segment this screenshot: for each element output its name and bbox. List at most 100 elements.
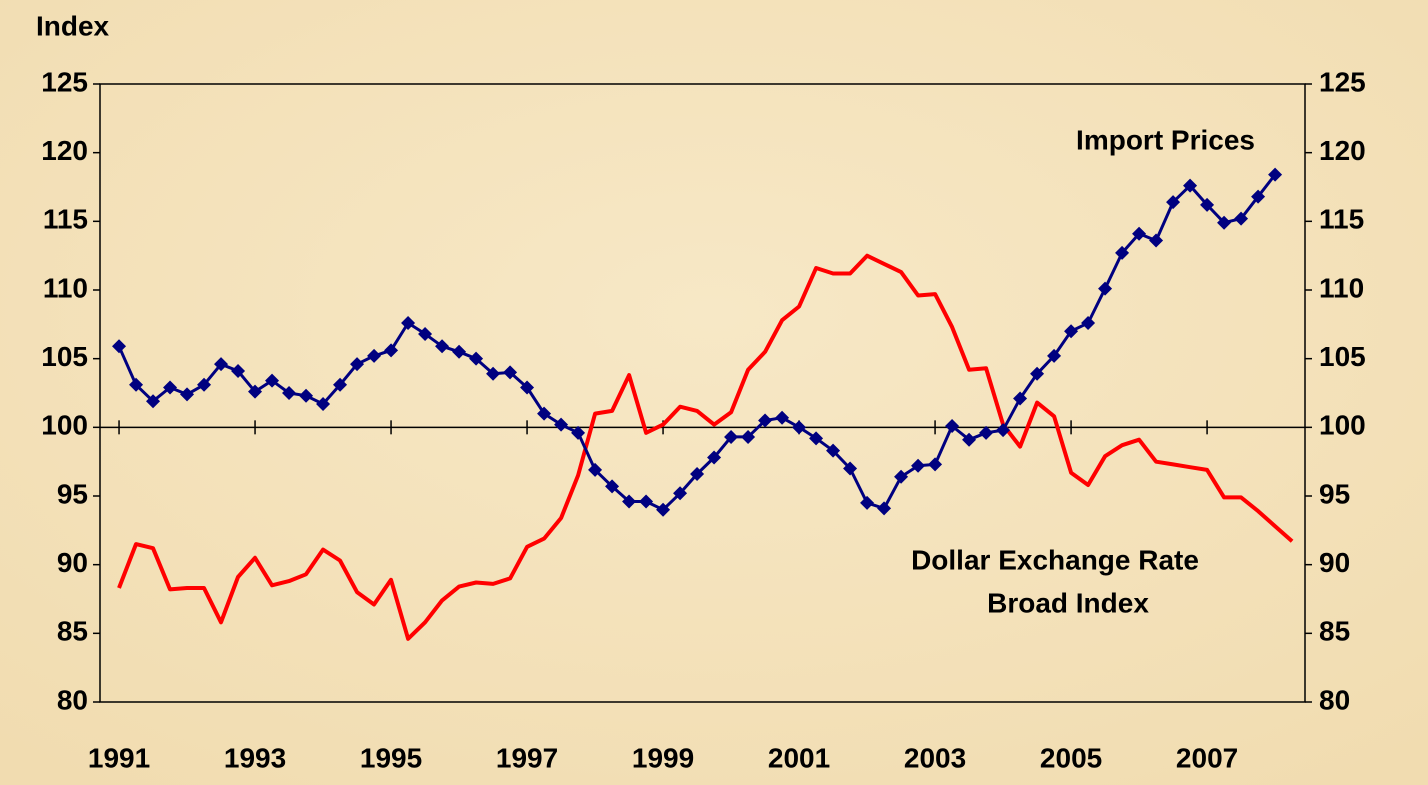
marker [1098, 281, 1113, 296]
marker [1268, 167, 1283, 182]
marker [248, 384, 263, 399]
x-tick-label: 1993 [224, 742, 286, 773]
marker [690, 467, 705, 482]
marker [452, 344, 467, 359]
x-tick-label: 1995 [360, 742, 422, 773]
y-tick-label: 80 [57, 684, 88, 715]
marker [741, 429, 756, 444]
y-axis-label: Index [36, 10, 110, 41]
annotation: Broad Index [987, 587, 1149, 618]
marker [316, 396, 331, 411]
x-tick-label: 2001 [768, 742, 830, 773]
y2-tick-label: 120 [1319, 135, 1366, 166]
marker [418, 326, 433, 341]
x-tick-label: 2007 [1176, 742, 1238, 773]
marker [180, 387, 195, 402]
marker [1251, 189, 1266, 204]
marker [1013, 391, 1028, 406]
y-tick-label: 100 [41, 410, 88, 441]
annotation: Import Prices [1076, 124, 1255, 155]
marker [401, 315, 416, 330]
marker [877, 501, 892, 516]
x-tick-label: 1999 [632, 742, 694, 773]
y2-tick-label: 115 [1319, 204, 1364, 235]
marker [469, 351, 484, 366]
marker [1030, 366, 1045, 381]
marker [826, 443, 841, 458]
marker [112, 339, 127, 354]
marker [928, 457, 943, 472]
y-tick-label: 120 [41, 135, 88, 166]
marker [1166, 195, 1181, 210]
marker [911, 458, 926, 473]
y-tick-label: 95 [57, 478, 88, 509]
marker [554, 417, 569, 432]
y2-tick-label: 80 [1319, 684, 1350, 715]
marker [350, 357, 365, 372]
y2-tick-label: 110 [1319, 272, 1364, 303]
y-tick-label: 125 [41, 66, 88, 97]
marker [945, 418, 960, 433]
y-tick-label: 105 [41, 341, 88, 372]
marker [1217, 215, 1232, 230]
marker [384, 343, 399, 358]
x-tick-label: 1997 [496, 742, 558, 773]
y2-tick-label: 100 [1319, 410, 1366, 441]
marker [758, 413, 773, 428]
marker [622, 494, 637, 509]
marker [367, 348, 382, 363]
marker [996, 423, 1011, 438]
marker [486, 366, 501, 381]
x-tick-label: 2005 [1040, 742, 1102, 773]
y-tick-label: 115 [43, 204, 88, 235]
marker [860, 495, 875, 510]
y2-tick-label: 125 [1319, 66, 1366, 97]
marker [1200, 197, 1215, 212]
marker [1183, 178, 1198, 193]
marker [962, 432, 977, 447]
marker [724, 429, 739, 444]
marker [197, 377, 212, 392]
y-tick-label: 110 [43, 272, 88, 303]
marker [435, 339, 450, 354]
marker [1047, 348, 1062, 363]
marker [1234, 211, 1249, 226]
marker [282, 386, 297, 400]
marker [588, 462, 603, 477]
marker [809, 431, 824, 446]
plot-frame [99, 83, 1306, 703]
marker [707, 450, 722, 465]
marker [503, 365, 518, 380]
series-line [117, 253, 1294, 641]
marker [1081, 315, 1096, 330]
marker [1149, 233, 1164, 248]
marker [231, 364, 246, 379]
marker [894, 469, 909, 484]
marker [333, 377, 348, 392]
marker [163, 380, 178, 395]
y2-tick-label: 85 [1319, 616, 1350, 647]
marker [843, 461, 858, 476]
y2-tick-label: 105 [1319, 341, 1366, 372]
marker [1115, 245, 1130, 260]
x-tick-label: 2003 [904, 742, 966, 773]
y2-tick-label: 90 [1319, 547, 1350, 578]
marker [520, 380, 535, 395]
marker [146, 394, 161, 409]
y-tick-label: 90 [57, 547, 88, 578]
marker [129, 377, 144, 392]
marker [639, 494, 654, 509]
annotation: Dollar Exchange Rate [911, 544, 1199, 575]
marker [537, 406, 552, 421]
marker [214, 357, 229, 372]
marker [605, 479, 620, 494]
marker [979, 425, 994, 440]
marker [673, 486, 688, 501]
marker [775, 410, 790, 425]
marker [571, 425, 586, 440]
marker [1064, 324, 1079, 339]
marker [792, 420, 807, 435]
y-tick-label: 85 [57, 616, 88, 647]
